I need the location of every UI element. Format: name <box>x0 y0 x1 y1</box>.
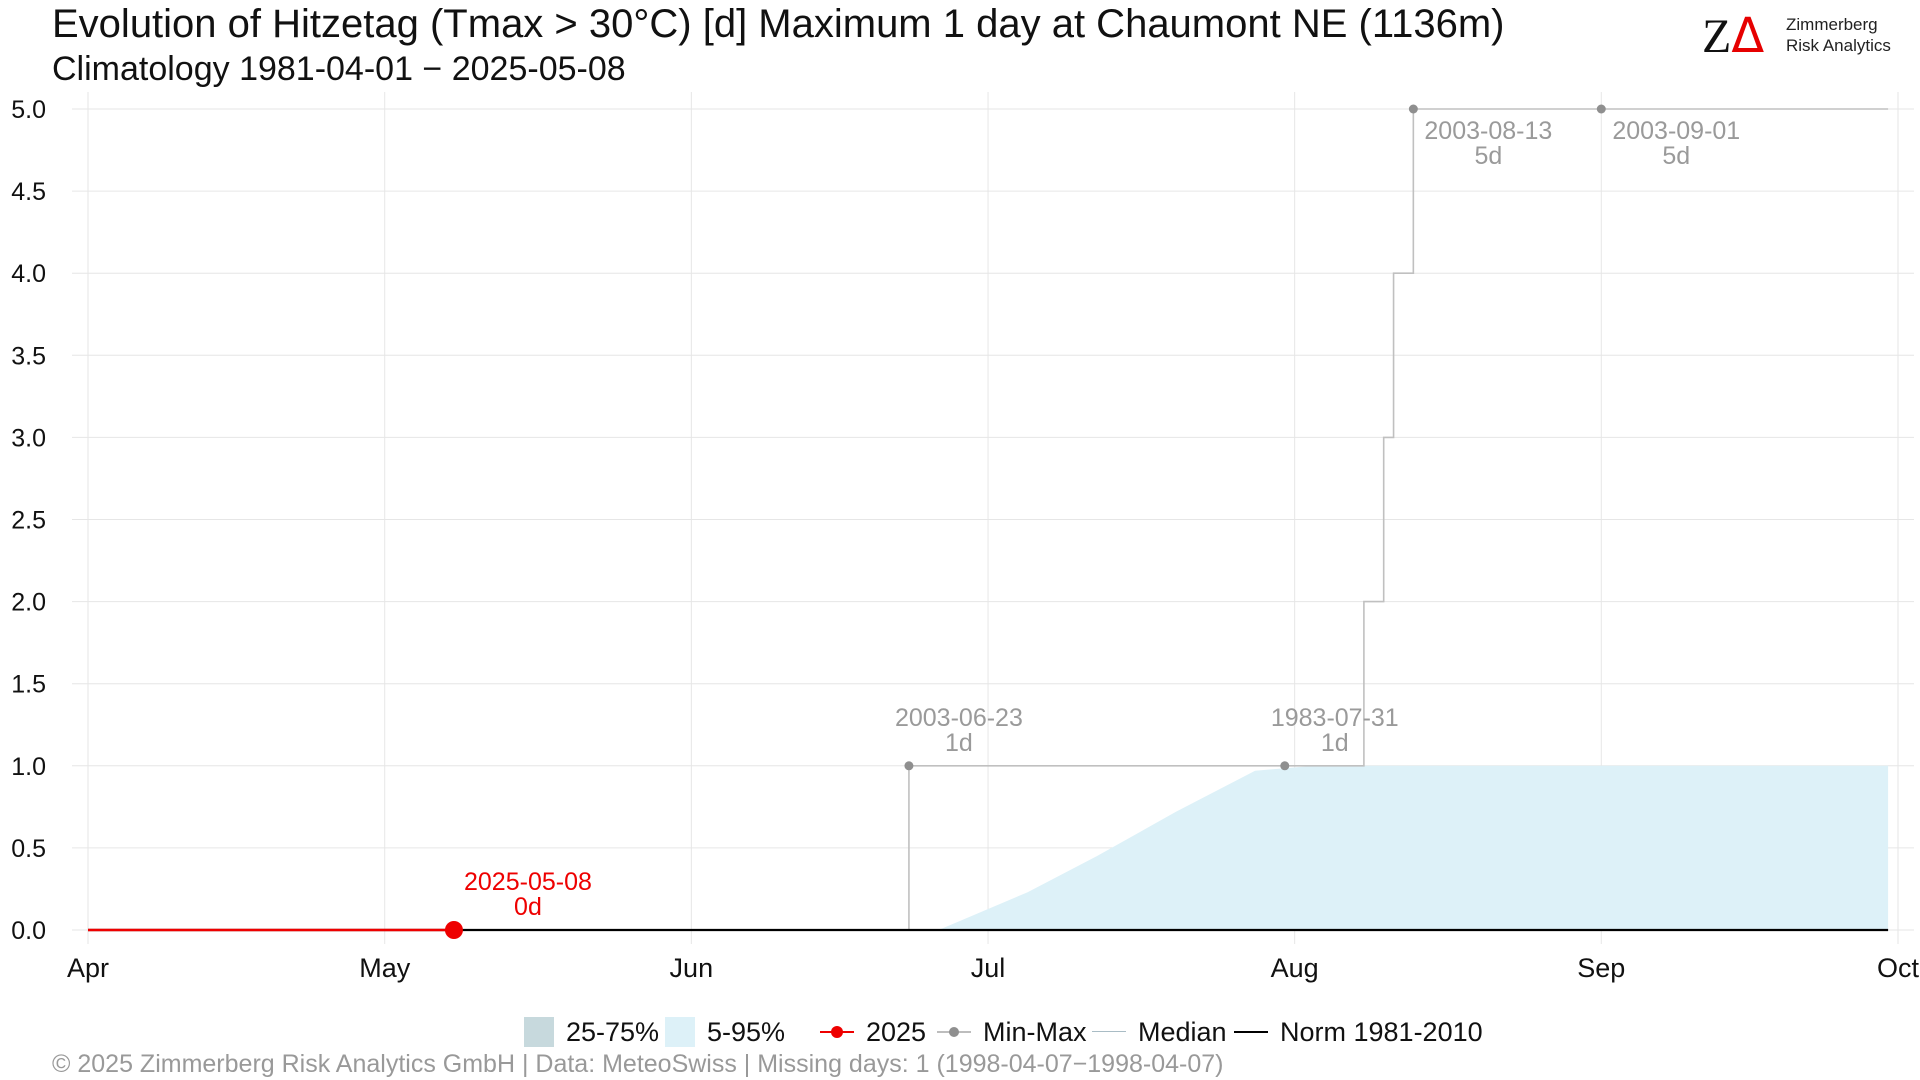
annotation-date: 2003-06-23 <box>895 704 1023 732</box>
legend-symbol-minmax <box>937 1017 971 1047</box>
max-line <box>908 108 1889 930</box>
x-tick-label: Apr <box>67 953 109 983</box>
logo-text: Zimmerberg Risk Analytics <box>1786 14 1891 56</box>
y-tick-label: 2.0 <box>11 589 46 617</box>
logo-line-2: Risk Analytics <box>1786 36 1891 55</box>
legend-item-minmax: Min-Max <box>937 1012 1087 1052</box>
band-5-95 <box>938 765 1889 930</box>
annotation-value: 0d <box>514 893 542 921</box>
legend-item-current: 2025 <box>820 1012 926 1052</box>
logo-delta-icon: Δ <box>1731 8 1765 64</box>
y-tick-label: 3.5 <box>11 342 46 370</box>
company-logo: ZΔ Zimmerberg Risk Analytics <box>1702 10 1902 63</box>
legend-symbol-median <box>1092 1017 1126 1047</box>
y-tick-label: 4.5 <box>11 178 46 206</box>
legend-label-current: 2025 <box>866 1016 927 1047</box>
x-tick-label: Aug <box>1271 953 1319 983</box>
x-tick-label: Sep <box>1577 953 1625 983</box>
legend-symbol-norm <box>1234 1017 1268 1047</box>
annotations: 2025-05-080d2003-06-231d1983-07-311d2003… <box>464 117 1740 921</box>
logo-z: Z <box>1702 10 1732 63</box>
series-lines <box>88 108 1889 932</box>
legend-label-minmax: Min-Max <box>983 1016 1087 1047</box>
max-point <box>1408 104 1418 114</box>
annotation-value: 5d <box>1474 142 1502 170</box>
annotation-value: 1d <box>1321 729 1349 757</box>
legend-label-p90: 5-95% <box>707 1016 786 1047</box>
axes: 0.0 0.5 1.0 1.5 2.0 2.5 3.0 3.5 4.0 4.5 5.0 Apr May J… <box>11 96 1919 983</box>
y-tick-label: 3.0 <box>11 424 46 452</box>
legend-symbol-current <box>820 1017 854 1047</box>
current-point <box>444 921 463 939</box>
y-tick-label: 1.0 <box>11 753 46 781</box>
y-tick-label: 2.5 <box>11 507 46 535</box>
annotation-date: 2003-08-13 <box>1424 117 1552 145</box>
y-tick-label: 4.0 <box>11 260 46 288</box>
annotation-date: 2025-05-08 <box>464 868 592 896</box>
legend-item-iqr: 25-75% <box>524 1012 659 1052</box>
max-point <box>1280 761 1290 771</box>
x-tick-label: Jul <box>971 953 1006 983</box>
band-5-95-area <box>938 765 1889 930</box>
chart-subtitle: Climatology 1981-04-01 − 2025-05-08 <box>52 50 626 88</box>
y-tick-label: 0.0 <box>11 917 46 945</box>
legend: 25-75% 5-95% 2025 Min-Max Median Norm 19… <box>0 1012 1920 1052</box>
y-tick-label: 1.5 <box>11 671 46 699</box>
x-tick-label: Jun <box>670 953 714 983</box>
series-points <box>444 104 1606 939</box>
legend-label-norm: Norm 1981-2010 <box>1280 1016 1483 1047</box>
y-tick-label: 5.0 <box>11 96 46 124</box>
legend-label-median: Median <box>1138 1016 1227 1047</box>
max-point <box>1596 104 1606 114</box>
annotation-value: 5d <box>1662 142 1690 170</box>
logo-line-1: Zimmerberg <box>1786 15 1878 34</box>
annotation-value: 1d <box>945 729 973 757</box>
legend-item-norm: Norm 1981-2010 <box>1234 1012 1483 1052</box>
x-tick-label: Oct <box>1877 953 1920 983</box>
chart-svg: 2025-05-080d2003-06-231d1983-07-311d2003… <box>11 92 1919 983</box>
annotation-date: 1983-07-31 <box>1271 704 1399 732</box>
legend-label-iqr: 25-75% <box>566 1016 660 1047</box>
logo-mark: ZΔ <box>1702 10 1764 63</box>
legend-item-median: Median <box>1092 1012 1227 1052</box>
footer-caption: © 2025 Zimmerberg Risk Analytics GmbH | … <box>52 1050 1224 1078</box>
annotation-date: 2003-09-01 <box>1612 117 1740 145</box>
y-tick-label: 0.5 <box>11 835 46 863</box>
max-point <box>904 761 914 771</box>
legend-swatch-iqr <box>524 1017 554 1047</box>
chart-title: Evolution of Hitzetag (Tmax > 30°C) [d] … <box>52 2 1505 46</box>
legend-swatch-p90 <box>665 1017 695 1047</box>
legend-item-p90: 5-95% <box>665 1012 785 1052</box>
x-tick-label: May <box>359 953 411 983</box>
